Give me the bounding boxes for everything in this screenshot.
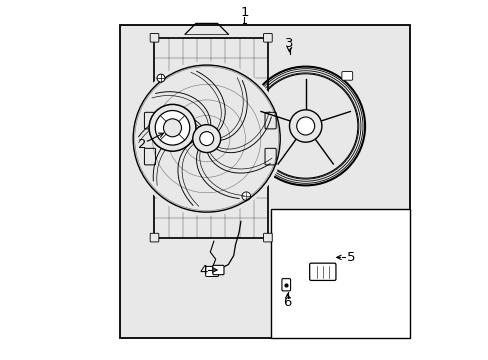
FancyBboxPatch shape bbox=[144, 112, 155, 129]
Text: 3: 3 bbox=[285, 37, 293, 50]
Bar bbox=[120, 25, 409, 338]
FancyBboxPatch shape bbox=[150, 233, 159, 242]
FancyBboxPatch shape bbox=[212, 265, 224, 275]
FancyBboxPatch shape bbox=[144, 148, 155, 165]
Circle shape bbox=[253, 74, 357, 178]
Circle shape bbox=[289, 110, 321, 142]
FancyBboxPatch shape bbox=[150, 33, 159, 42]
Circle shape bbox=[242, 192, 250, 201]
Circle shape bbox=[163, 119, 181, 137]
FancyBboxPatch shape bbox=[205, 266, 218, 276]
Circle shape bbox=[192, 125, 220, 153]
Bar bbox=[271, 209, 409, 338]
FancyBboxPatch shape bbox=[282, 279, 290, 291]
Bar bbox=[154, 38, 267, 238]
Circle shape bbox=[155, 111, 189, 145]
Text: 5: 5 bbox=[346, 251, 354, 264]
Text: 4: 4 bbox=[199, 264, 207, 276]
Circle shape bbox=[149, 104, 196, 151]
Circle shape bbox=[129, 61, 284, 216]
Circle shape bbox=[296, 117, 314, 135]
FancyBboxPatch shape bbox=[263, 33, 272, 42]
Circle shape bbox=[157, 74, 164, 82]
Text: 6: 6 bbox=[283, 296, 291, 309]
Text: 1: 1 bbox=[240, 6, 248, 19]
Text: 2: 2 bbox=[137, 138, 146, 150]
FancyBboxPatch shape bbox=[309, 263, 335, 280]
Bar bbox=[154, 38, 267, 238]
FancyBboxPatch shape bbox=[264, 148, 276, 165]
Circle shape bbox=[199, 132, 213, 145]
FancyBboxPatch shape bbox=[263, 233, 272, 242]
FancyBboxPatch shape bbox=[341, 72, 352, 80]
FancyBboxPatch shape bbox=[264, 112, 276, 129]
